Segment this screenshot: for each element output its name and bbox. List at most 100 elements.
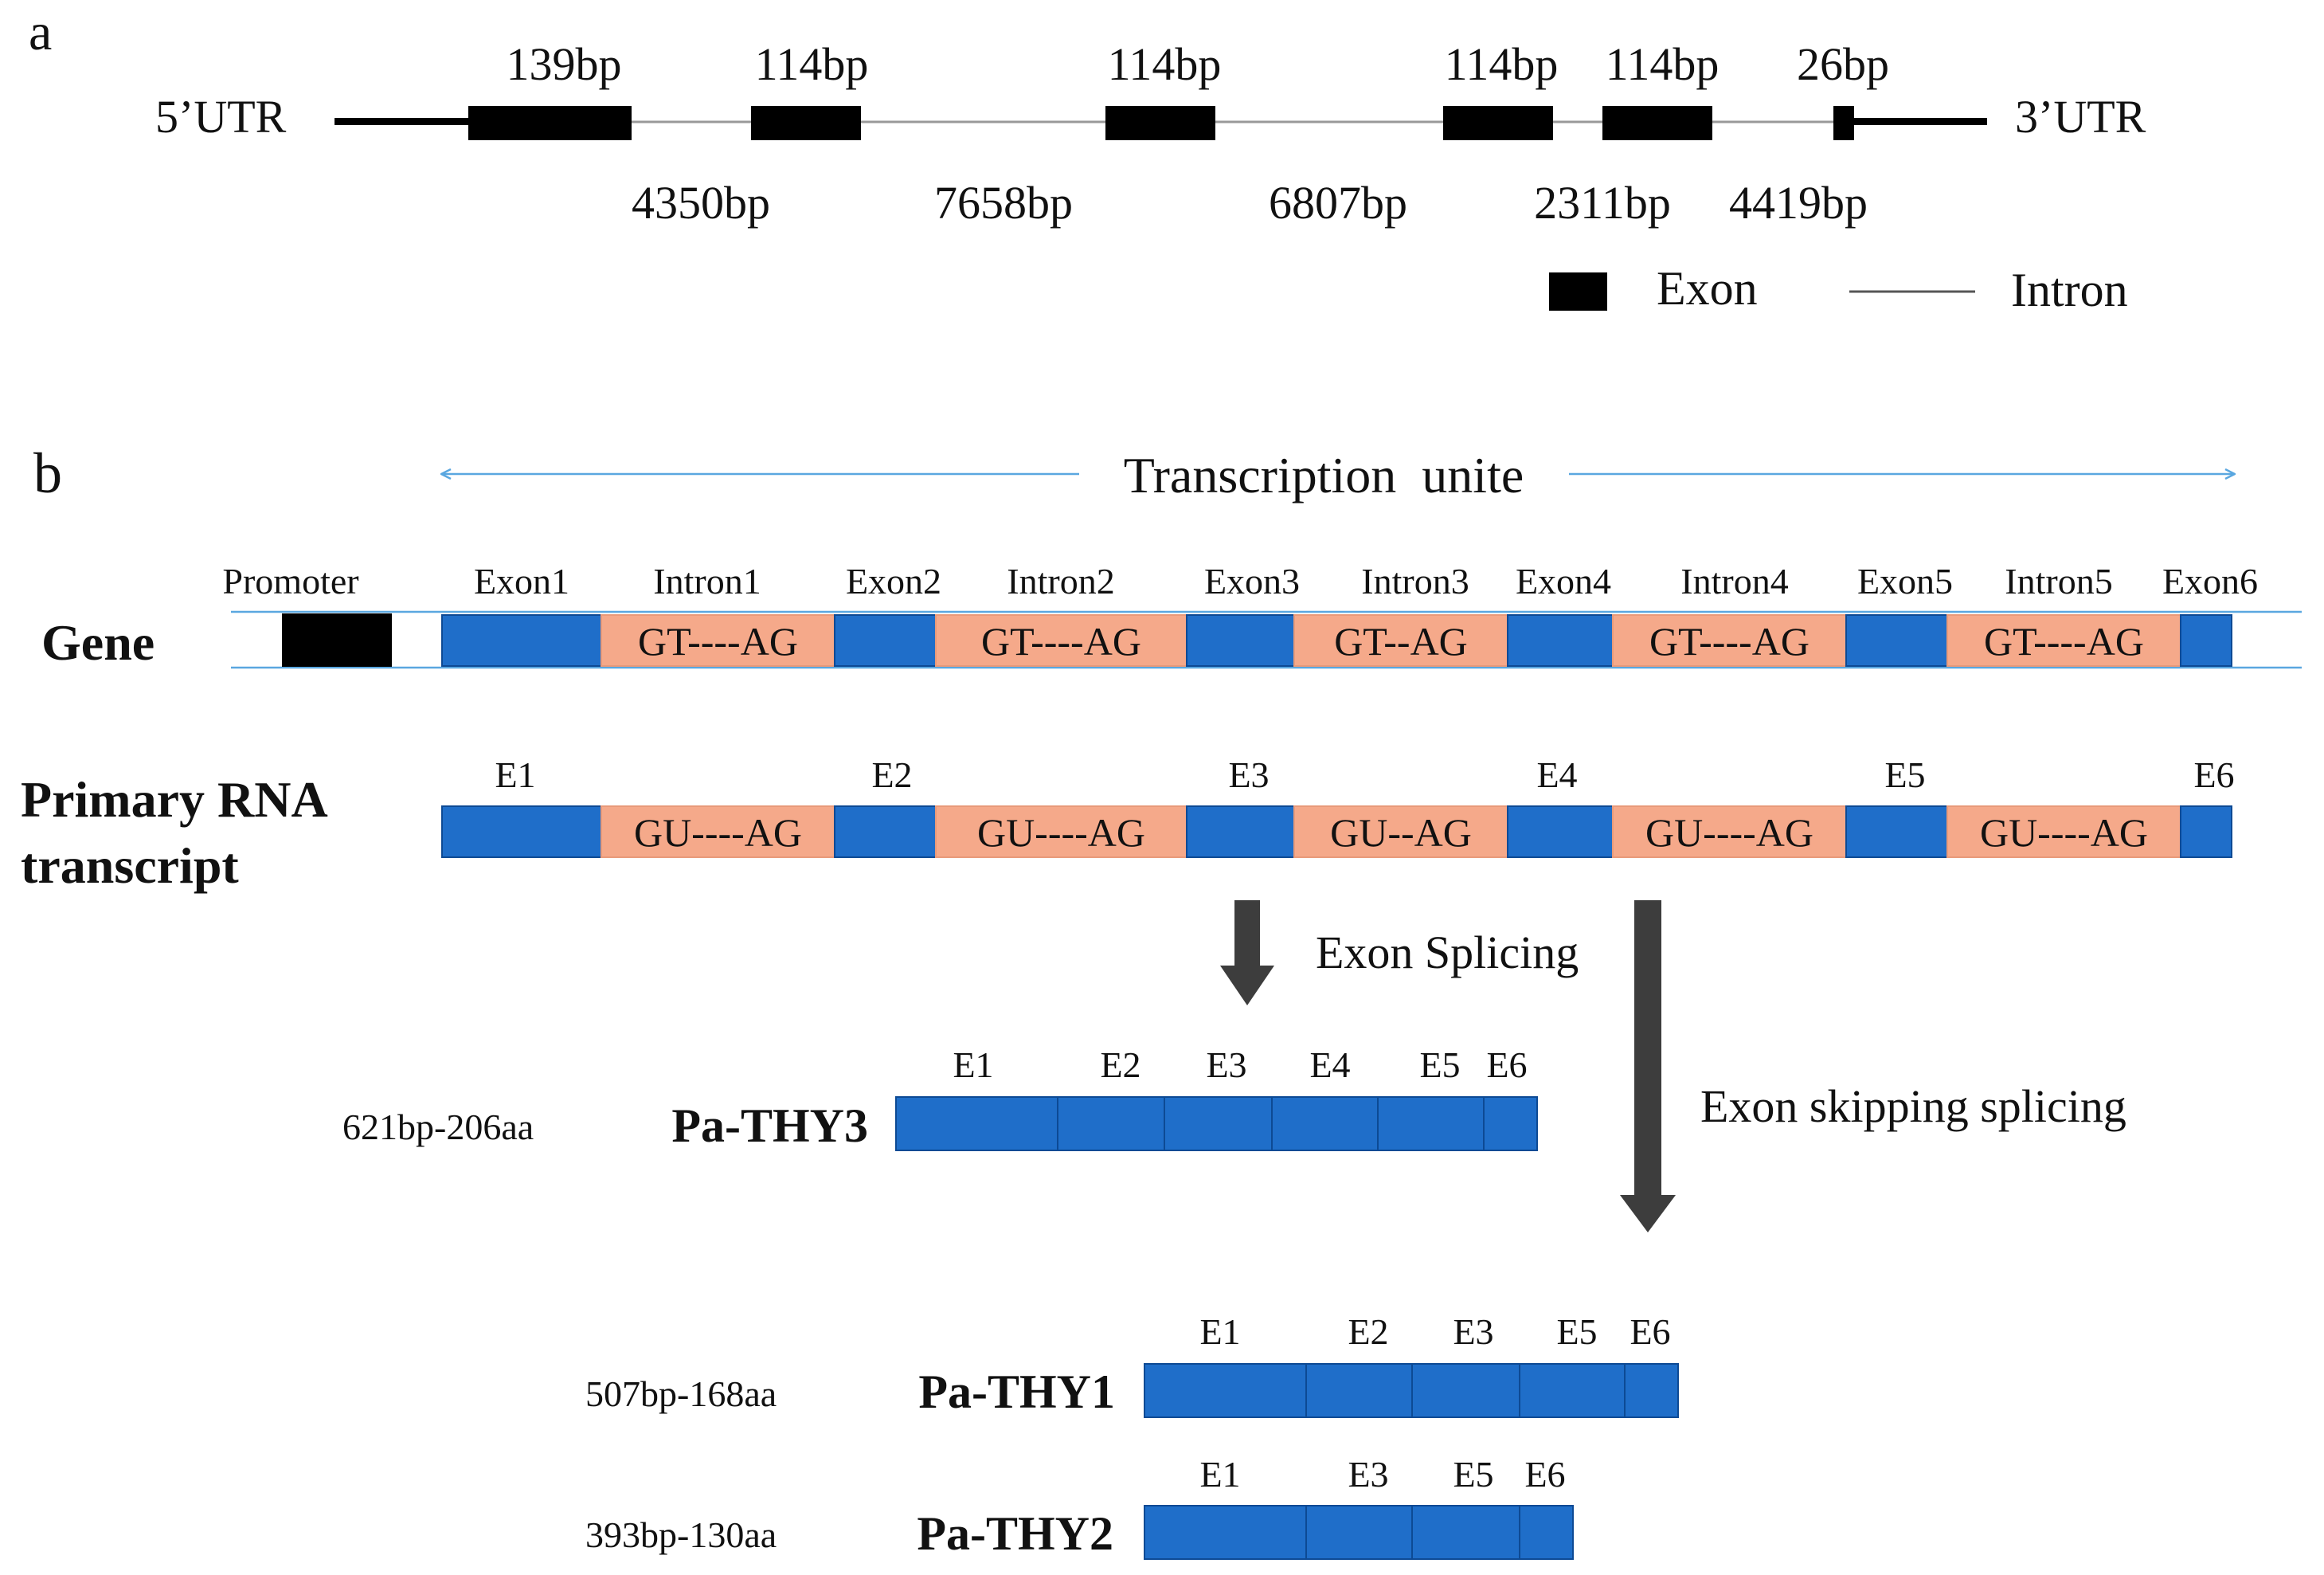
isoform-exon-block [1411, 1505, 1520, 1560]
gene-exon-label: Exon2 [846, 561, 941, 601]
exon-skipping-label: Exon skipping splicing [1700, 1080, 2126, 1132]
rna-label-line1: Primary RNA [21, 771, 328, 828]
exon-length: 114bp [1445, 38, 1559, 90]
isoform-exon-label: E5 [1556, 1311, 1597, 1352]
exon-box [1602, 106, 1712, 140]
isoform-name: Pa-THY1 [918, 1365, 1115, 1418]
isoform-exon-block [1305, 1363, 1413, 1418]
exon-block [1507, 614, 1614, 667]
intron-block [601, 805, 835, 858]
exon-block [1845, 805, 1948, 858]
exon-block [1186, 805, 1295, 858]
isoform-exon-label: E2 [1348, 1311, 1388, 1352]
legend-exon-label: Exon [1657, 262, 1758, 315]
isoform-exon-block [1519, 1505, 1574, 1560]
exon-block [834, 614, 937, 667]
exon-box [1443, 106, 1553, 140]
isoform-size: 393bp-130aa [585, 1514, 777, 1555]
rna-exon-label: E4 [1536, 754, 1577, 795]
exon-block [834, 805, 937, 858]
intron-sequence: GT----AG [638, 619, 798, 664]
panel-b: b Transcription unite Gene Promoter GT--… [21, 441, 2302, 1560]
isoform-pa-thy2: 393bp-130aa Pa-THY2 E1 E3 E5 E6 [585, 1454, 1574, 1560]
gene-exon-label: Exon5 [1857, 561, 1953, 601]
isoform-name: Pa-THY3 [671, 1099, 868, 1152]
rna-exon-label: E5 [1884, 754, 1925, 795]
intron-block [601, 614, 835, 667]
isoform-exon-block [895, 1096, 1058, 1151]
rna-exon-label: E1 [495, 754, 535, 795]
intron-block [1612, 614, 1847, 667]
intron-sequence: GU----AG [1645, 810, 1813, 855]
gene-exon-label: Exon1 [474, 561, 569, 601]
panel-b-label: b [33, 441, 62, 505]
exon-block [2180, 805, 2232, 858]
exon-block [441, 614, 602, 667]
intron-sequence: GT----AG [1649, 619, 1810, 664]
intron-sequence: GU----AG [977, 810, 1145, 855]
rna-row: GU----AG GU----AG GU--AG GU----AG GU----AG [441, 805, 2232, 858]
intron-block [1946, 805, 2181, 858]
isoform-exon-block [1305, 1505, 1413, 1560]
isoform-exon-block [1164, 1096, 1273, 1151]
isoform-exon-label: E3 [1206, 1044, 1246, 1085]
gene-intron-label: Intron1 [653, 561, 761, 601]
isoform-size: 621bp-206aa [342, 1107, 534, 1147]
gene-intron-label: Intron4 [1680, 561, 1788, 601]
intron-sequence: GU--AG [1330, 810, 1472, 855]
utr3-segment [1840, 118, 1987, 125]
rna-exon-label: E6 [2193, 754, 2234, 795]
isoform-exon-label: E5 [1419, 1044, 1460, 1085]
exon-block [1507, 805, 1614, 858]
isoform-exon-block [1624, 1363, 1679, 1418]
exon-block [1186, 614, 1295, 667]
isoform-exon-block [1144, 1363, 1307, 1418]
exon-box [1105, 106, 1215, 140]
legend: Exon Intron [1549, 262, 2128, 316]
intron-length: 2311bp [1534, 177, 1671, 229]
gene-intron-label: Intron5 [2005, 561, 2112, 601]
isoform-exon-label: E3 [1453, 1311, 1493, 1352]
isoform-pa-thy1: 507bp-168aa Pa-THY1 E1 E2 E3 E5 E6 [585, 1311, 1679, 1418]
exon-length: 114bp [1606, 38, 1720, 90]
exon-length: 114bp [1108, 38, 1222, 90]
isoform-exon-block [1057, 1096, 1165, 1151]
exon-block [441, 805, 602, 858]
utr3-label: 3’UTR [2015, 91, 2146, 143]
intron-length: 4419bp [1729, 177, 1868, 229]
isoform-exon-label: E6 [1630, 1311, 1670, 1352]
panel-a: a 5’UTR 3’UTR 139bp 114bp 114bp 114bp 11… [29, 3, 2146, 316]
isoform-exon-label: E6 [1524, 1454, 1565, 1495]
isoform-exon-block [1519, 1363, 1626, 1418]
intron-sequence: GT----AG [1984, 619, 2144, 664]
intron-sequence: GU----AG [1980, 810, 2148, 855]
exon-splicing-arrow [1220, 900, 1274, 1005]
isoform-exon-label: E1 [953, 1044, 993, 1085]
isoform-name: Pa-THY2 [917, 1507, 1113, 1560]
isoform-pa-thy3: 621bp-206aa Pa-THY3 E1 E2 E3 E4 E5 E6 [342, 1044, 1538, 1152]
exon-length: 114bp [755, 38, 869, 90]
isoform-exon-label: E3 [1348, 1454, 1388, 1495]
intron-length: 4350bp [632, 177, 770, 229]
rna-exon-label: E3 [1228, 754, 1269, 795]
exon-box [1833, 106, 1854, 140]
promoter-box [282, 613, 392, 667]
intron-sequence: GT----AG [981, 619, 1141, 664]
intron-block [1946, 614, 2181, 667]
gene-row-labels: Exon1 Exon2 Exon3 Exon4 Exon5 Exon6 Intron1 Int… [474, 561, 2258, 601]
intron-length: 7658bp [934, 177, 1073, 229]
isoform-exon-block [1411, 1363, 1520, 1418]
exon-length: 26bp [1797, 38, 1889, 90]
isoform-exon-label: E5 [1453, 1454, 1493, 1495]
promoter-label: Promoter [222, 561, 358, 601]
exon-block [1845, 614, 1948, 667]
utr5-segment [335, 118, 470, 125]
intron-block [1293, 805, 1508, 858]
gene-exon-label: Exon3 [1204, 561, 1300, 601]
isoform-exon-label: E1 [1199, 1454, 1240, 1495]
isoform-exon-label: E4 [1309, 1044, 1350, 1085]
gene-exon-label: Exon4 [1516, 561, 1611, 601]
legend-exon-swatch [1549, 272, 1607, 311]
rna-label-line2: transcript [21, 837, 239, 894]
